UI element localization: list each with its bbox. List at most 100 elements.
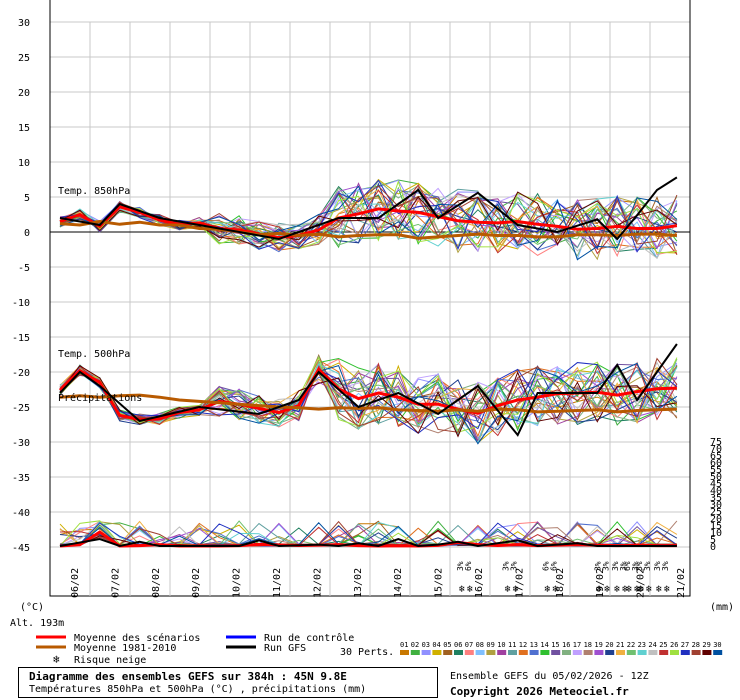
snowflake-icon: ❄ xyxy=(596,584,603,595)
snow-percent-label: 3% xyxy=(635,561,644,571)
left-tick-label: -15 xyxy=(12,333,30,344)
left-tick-label: -5 xyxy=(18,263,30,274)
pert-color-swatch xyxy=(400,650,409,655)
right-tick-label: 15 xyxy=(710,521,722,532)
pert-color-swatch xyxy=(713,650,723,655)
pert-number-label: 06 xyxy=(454,641,462,649)
pert-number-label: 04 xyxy=(432,641,440,649)
panel-label-t850: Temp. 850hPa xyxy=(58,186,130,197)
snow-percent-label: 6% xyxy=(542,561,551,571)
pert-number-label: 28 xyxy=(692,641,700,649)
pert-color-swatch xyxy=(497,650,507,655)
snow-percent-label: 3% xyxy=(502,561,511,571)
series-t500-line xyxy=(59,393,677,414)
pert-number-label: 05 xyxy=(443,641,451,649)
left-tick-label: -10 xyxy=(12,298,30,309)
snow-percent-label: 3% xyxy=(631,561,640,571)
right-axis-unit: (mm) xyxy=(710,602,734,613)
pert-number-label: 30 xyxy=(713,641,721,649)
grid xyxy=(49,0,691,597)
pert-number-label: 16 xyxy=(562,641,570,649)
pert-color-swatch xyxy=(594,650,604,655)
pert-color-swatch xyxy=(691,650,701,655)
pert-number-label: 03 xyxy=(422,641,430,649)
pert-color-swatch xyxy=(702,650,712,655)
x-tick-label: 08/02 xyxy=(151,568,162,598)
pert-number-label: 13 xyxy=(530,641,538,649)
snowflake-icon: ❄ xyxy=(614,584,621,595)
x-tick-label: 20/02 xyxy=(636,568,647,598)
pert-number-label: 24 xyxy=(648,641,656,649)
right-tick-label: 20 xyxy=(710,514,722,525)
pert-number-label: 12 xyxy=(519,641,527,649)
left-tick-label: -40 xyxy=(12,508,30,519)
snow-percent-label: 3% xyxy=(661,561,670,571)
x-tick-label: 21/02 xyxy=(676,568,687,598)
right-tick-label: 30 xyxy=(710,500,722,511)
legend-clim-label: Moyenne 1981-2010 xyxy=(74,643,176,654)
left-tick-label: -20 xyxy=(12,368,30,379)
pert-color-swatch xyxy=(443,650,453,655)
pert-color-swatch xyxy=(583,650,593,655)
pert-color-swatch xyxy=(475,650,485,655)
right-tick-label: 45 xyxy=(710,479,722,490)
pert-color-swatch xyxy=(551,650,561,655)
pert-color-swatch xyxy=(421,650,431,655)
right-tick-label: 75 xyxy=(710,437,722,448)
x-tick-label: 10/02 xyxy=(232,568,243,598)
pert-color-swatch xyxy=(616,650,625,655)
x-tick-label: 14/02 xyxy=(393,568,404,598)
footer-copyright: Copyright 2026 Meteociel.fr xyxy=(450,685,629,698)
x-axis-ticks: 06/02 07/02 08/02 09/02 10/02 11/02 12/02 13/02… xyxy=(70,568,687,598)
pert-color-swatch xyxy=(562,650,571,655)
snow-percent-label: 3% xyxy=(611,561,620,571)
legend-swatches: ❄01 02 03 04 05 06 07 08 09 10 11 12 13 14 15 16 17 18 19 2… xyxy=(36,635,723,666)
right-tick-label: 60 xyxy=(710,458,722,469)
pert-color-swatch xyxy=(605,650,615,655)
pert-number-label: 01 xyxy=(400,641,408,649)
pert-number-label: 29 xyxy=(702,641,710,649)
pert-color-swatch xyxy=(626,650,636,655)
snowflake-icon: ❄ xyxy=(505,584,512,595)
snow-percent-label: 3% xyxy=(601,561,610,571)
snowflake-icon: ❄ xyxy=(634,584,641,595)
pert-number-label: 22 xyxy=(627,641,635,649)
legend-snow-label: Risque neige xyxy=(74,655,146,666)
x-tick-label: 09/02 xyxy=(191,568,202,598)
x-tick-label: 18/02 xyxy=(555,568,566,598)
snow-percent-label: 3% xyxy=(619,561,628,571)
pert-color-swatch xyxy=(529,650,539,655)
snow-percent-label: 6% xyxy=(623,561,632,571)
snow-percent-label: 3% xyxy=(653,561,662,571)
panel-label-t500: Temp. 500hPa xyxy=(58,349,130,360)
altitude-label: Alt. 193m xyxy=(10,618,64,629)
pert-number-label: 17 xyxy=(573,641,581,649)
pert-number-label: 15 xyxy=(551,641,559,649)
member-t500-line xyxy=(59,356,678,433)
left-tick-label: 10 xyxy=(18,158,30,169)
left-tick-label: -25 xyxy=(12,403,30,414)
left-axis-unit: (°C) xyxy=(20,602,44,613)
pert-color-swatch xyxy=(454,650,463,655)
pert-color-swatch xyxy=(637,650,647,655)
legend-mean-label: Moyenne des scénarios xyxy=(74,632,200,644)
right-tick-label: 40 xyxy=(710,486,722,497)
snow-percent-label: 3% xyxy=(643,561,652,571)
panel-label-precip: Précipitations xyxy=(58,392,142,404)
pert-color-swatch xyxy=(410,650,420,655)
right-tick-label: 0 xyxy=(710,542,716,553)
left-tick-label: -35 xyxy=(12,473,30,484)
snow-markers: 3% ❄ 6% ❄ 3% ❄ 3% ❄ 6% ❄ 6% ❄ 3% ❄ 3% ❄ 3% ❄ 3% ❄ 6% ❄ 3% ❄ 3% ❄ 3… xyxy=(456,561,671,595)
pert-number-label: 02 xyxy=(411,641,419,649)
member-t500-line xyxy=(59,361,678,437)
right-tick-label: 10 xyxy=(710,528,722,539)
snow-percent-label: 3% xyxy=(456,561,465,571)
snowflake-icon: ❄ xyxy=(53,653,60,666)
pert-color-swatch xyxy=(464,650,474,655)
right-tick-label: 50 xyxy=(710,472,722,483)
snowflake-icon: ❄ xyxy=(626,584,633,595)
snowflake-icon: ❄ xyxy=(545,584,552,595)
left-tick-label: -45 xyxy=(12,543,30,554)
pert-number-label: 21 xyxy=(616,641,624,649)
pert-number-label: 09 xyxy=(486,641,494,649)
